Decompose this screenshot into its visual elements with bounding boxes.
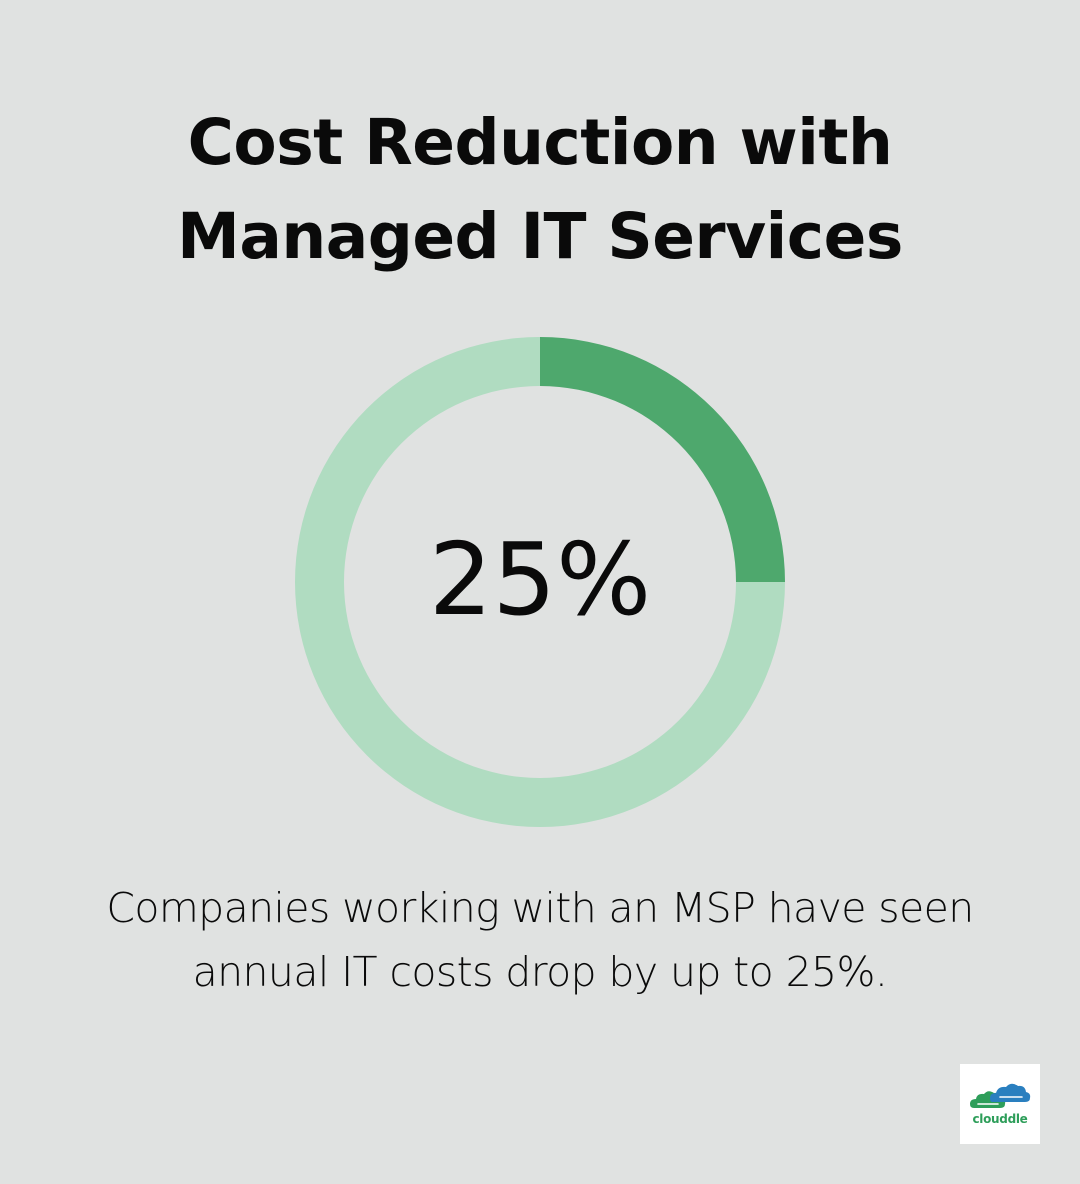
center-percentage: 25% (428, 521, 652, 638)
caption: Companies working with an MSP have seen … (0, 876, 1080, 1004)
caption-line-1: Companies working with an MSP have seen (106, 884, 974, 932)
cloud-icon (970, 1083, 1031, 1108)
caption-line-2: annual IT costs drop by up to 25%. (192, 948, 888, 996)
page-title: Cost Reduction with Managed IT Services (0, 96, 1080, 284)
title-line-2: Managed IT Services (177, 200, 903, 273)
logo-text: clouddle (972, 1112, 1028, 1126)
donut-chart (295, 337, 785, 827)
clouddle-logo: clouddle (960, 1064, 1040, 1144)
donut-segment-value (540, 337, 785, 582)
title-line-1: Cost Reduction with (187, 106, 893, 179)
